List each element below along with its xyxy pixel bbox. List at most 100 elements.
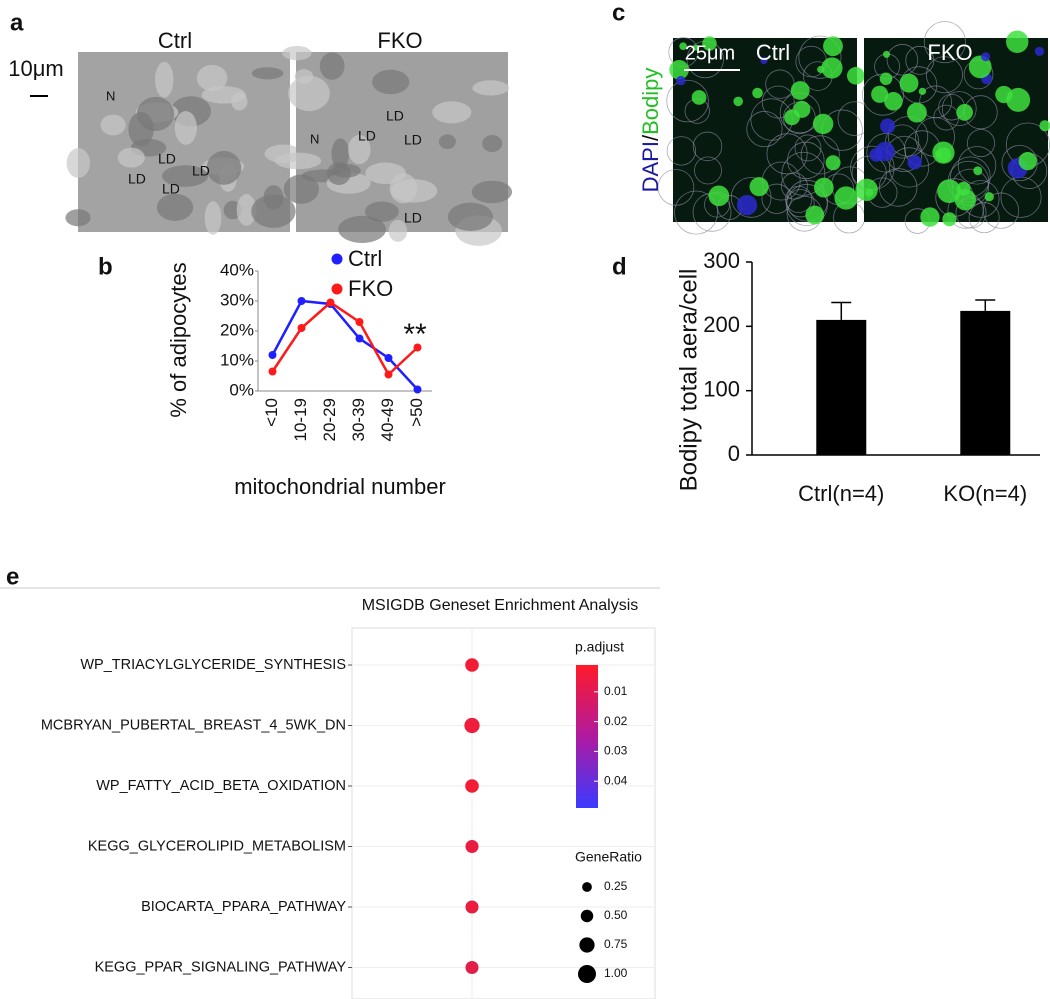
stain-bodipy: Bodipy xyxy=(638,68,663,135)
annotation: ** xyxy=(403,318,427,351)
image-texture xyxy=(918,87,927,96)
image-texture xyxy=(1034,46,1045,56)
image-texture xyxy=(274,152,322,170)
y-tick-label: BIOCARTA_PPARA_PATHWAY xyxy=(141,899,346,915)
image-texture xyxy=(100,114,126,136)
point xyxy=(413,385,422,394)
point xyxy=(297,324,306,332)
image-label: N xyxy=(310,131,319,146)
image-texture xyxy=(136,96,175,132)
panel-label: a xyxy=(10,9,24,36)
panel-label: c xyxy=(612,0,625,26)
image-texture xyxy=(676,75,686,86)
image-texture xyxy=(702,36,717,51)
chart-title: MSIGDB Geneset Enrichment Analysis xyxy=(362,597,639,614)
column-label: Ctrl xyxy=(158,28,192,53)
point xyxy=(384,354,393,362)
legend-tick-label: 0.50 xyxy=(604,908,628,922)
legend-tick-label: 0.04 xyxy=(604,773,628,787)
legend-marker xyxy=(579,937,595,953)
image-texture xyxy=(733,96,743,107)
color-bar xyxy=(576,665,598,808)
em-image xyxy=(65,52,303,235)
y-tick-label: 200 xyxy=(703,312,740,337)
image-texture xyxy=(982,192,1020,229)
dot xyxy=(465,779,479,793)
legend-marker xyxy=(331,253,343,265)
image-texture xyxy=(920,207,940,227)
image-label: LD xyxy=(128,171,146,187)
y-tick-label: KEGG_GLYCEROLIPID_METABOLISM xyxy=(88,838,346,854)
column-label: FKO xyxy=(377,28,422,53)
image-texture xyxy=(338,215,386,243)
legend-marker xyxy=(331,283,343,295)
y-tick-label: KEGG_PPAR_SIGNALING_PATHWAY xyxy=(95,959,347,975)
image-texture xyxy=(888,147,930,188)
image-texture xyxy=(156,193,194,221)
legend-tick-label: 0.02 xyxy=(604,714,628,728)
image-texture xyxy=(708,185,730,207)
image-texture xyxy=(666,136,696,166)
image-texture xyxy=(813,177,834,198)
image-texture xyxy=(282,46,312,61)
image-texture xyxy=(934,150,942,158)
legend-tick-label: 0.03 xyxy=(604,744,628,758)
image-texture xyxy=(780,172,808,200)
column-label: FKO xyxy=(927,40,972,65)
image-texture xyxy=(966,129,996,158)
image-texture xyxy=(882,50,891,58)
y-tick-label: 300 xyxy=(703,248,740,273)
point xyxy=(326,298,335,307)
image-texture xyxy=(786,189,815,218)
image-texture xyxy=(823,36,843,57)
dot xyxy=(465,960,479,975)
image-texture xyxy=(784,109,800,126)
image-texture xyxy=(154,61,174,98)
image-texture xyxy=(730,177,772,218)
legend-title: GeneRatio xyxy=(575,849,642,865)
em-image xyxy=(274,46,513,246)
image-texture xyxy=(885,124,920,159)
panel-label: e xyxy=(6,563,19,590)
fluorescence-image xyxy=(657,35,873,235)
x-tick-label: <10 xyxy=(262,398,281,427)
image-texture xyxy=(674,190,718,235)
image-texture xyxy=(954,189,977,211)
legend-marker xyxy=(582,882,592,892)
scale-bar-label: 10μm xyxy=(8,56,63,81)
image-texture xyxy=(984,192,994,202)
x-tick-label: 10-19 xyxy=(291,398,310,441)
image-label: LD xyxy=(162,181,180,197)
image-texture xyxy=(919,85,953,119)
dot xyxy=(465,658,479,672)
image-label: N xyxy=(106,88,115,103)
image-texture xyxy=(749,177,769,197)
image-texture xyxy=(223,200,242,220)
image-texture xyxy=(364,201,399,222)
image-label: LD xyxy=(158,151,176,167)
point xyxy=(355,318,364,326)
legend-tick-label: 0.01 xyxy=(604,684,628,698)
y-tick-label: WP_FATTY_ACID_BETA_OXIDATION xyxy=(96,778,346,794)
image-texture xyxy=(432,101,472,124)
image-texture xyxy=(472,80,510,96)
image-label: LD xyxy=(404,210,422,226)
image-texture xyxy=(117,147,145,168)
image-label: LD xyxy=(358,128,376,144)
image-texture xyxy=(174,110,197,145)
image-texture xyxy=(846,67,865,85)
series-line xyxy=(271,299,419,391)
image-texture xyxy=(204,201,222,235)
image-texture xyxy=(957,146,997,185)
image-texture xyxy=(162,165,209,187)
series-line xyxy=(271,300,419,377)
image-texture xyxy=(692,131,723,162)
y-tick-label: 0% xyxy=(229,380,254,399)
legend-label: Ctrl xyxy=(348,246,382,271)
image-texture xyxy=(926,56,963,94)
image-texture xyxy=(666,79,709,123)
y-axis-label: % of adipocytes xyxy=(166,262,191,417)
image-texture xyxy=(880,118,896,134)
stain-label: DAPI/Bodipy xyxy=(638,68,663,193)
image-texture xyxy=(348,134,371,165)
